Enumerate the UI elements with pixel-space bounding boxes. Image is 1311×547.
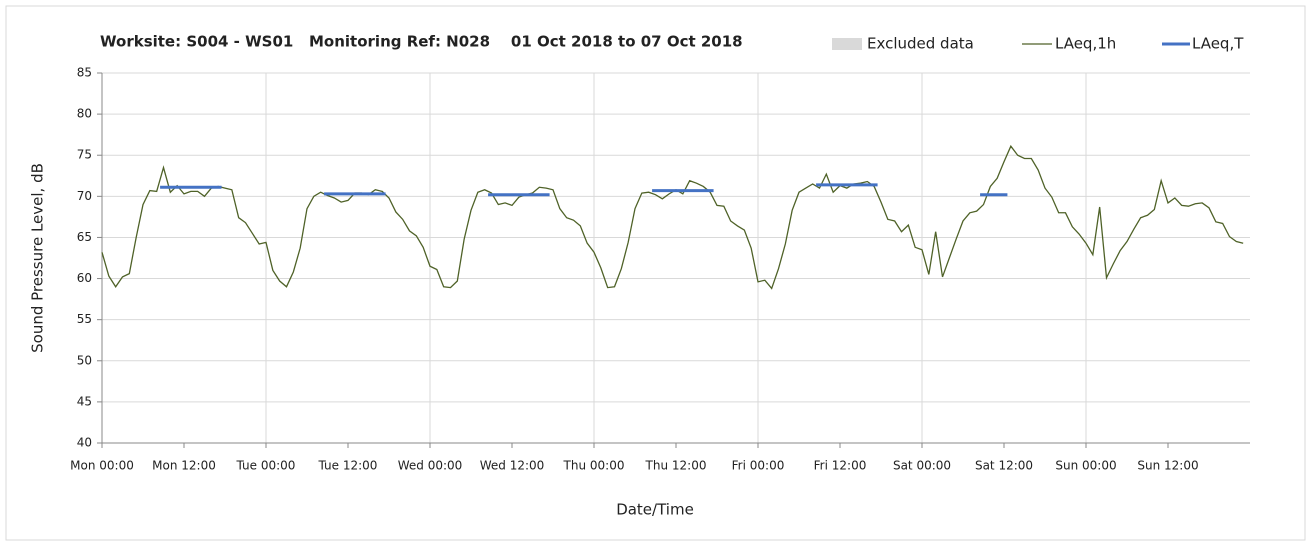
x-tick-label: Sun 12:00 [1137, 459, 1198, 473]
x-tick-label: Thu 12:00 [645, 459, 707, 473]
y-tick-label: 45 [77, 394, 92, 408]
y-tick-label: 70 [77, 189, 92, 203]
x-tick-label: Fri 00:00 [732, 459, 785, 473]
x-tick-label: Sat 12:00 [975, 459, 1033, 473]
y-tick-label: 60 [77, 271, 92, 285]
excluded-swatch [832, 38, 862, 50]
legend-label: LAeq,T [1192, 35, 1244, 53]
chart-frame [5, 5, 1306, 541]
y-tick-label: 65 [77, 230, 92, 244]
x-tick-label: Sun 00:00 [1055, 459, 1116, 473]
legend-label: LAeq,1h [1055, 35, 1116, 53]
chart-title: Worksite: S004 - WS01 Monitoring Ref: N0… [100, 33, 743, 51]
y-tick-label: 55 [77, 312, 92, 326]
x-tick-label: Wed 00:00 [398, 459, 463, 473]
legend-label: Excluded data [867, 35, 974, 53]
y-tick-label: 50 [77, 353, 92, 367]
x-tick-label: Tue 00:00 [236, 459, 296, 473]
y-tick-label: 75 [77, 148, 92, 162]
y-tick-label: 80 [77, 107, 92, 121]
x-axis-title: Date/Time [616, 501, 694, 519]
x-tick-label: Tue 12:00 [318, 459, 378, 473]
y-tick-label: 85 [77, 66, 92, 80]
x-tick-label: Mon 12:00 [152, 459, 216, 473]
x-tick-label: Mon 00:00 [70, 459, 134, 473]
x-tick-label: Wed 12:00 [480, 459, 545, 473]
x-tick-label: Fri 12:00 [814, 459, 867, 473]
y-tick-label: 40 [77, 436, 92, 450]
x-tick-label: Sat 00:00 [893, 459, 951, 473]
y-axis-title: Sound Pressure Level, dB [29, 163, 47, 353]
x-tick-label: Thu 00:00 [563, 459, 625, 473]
